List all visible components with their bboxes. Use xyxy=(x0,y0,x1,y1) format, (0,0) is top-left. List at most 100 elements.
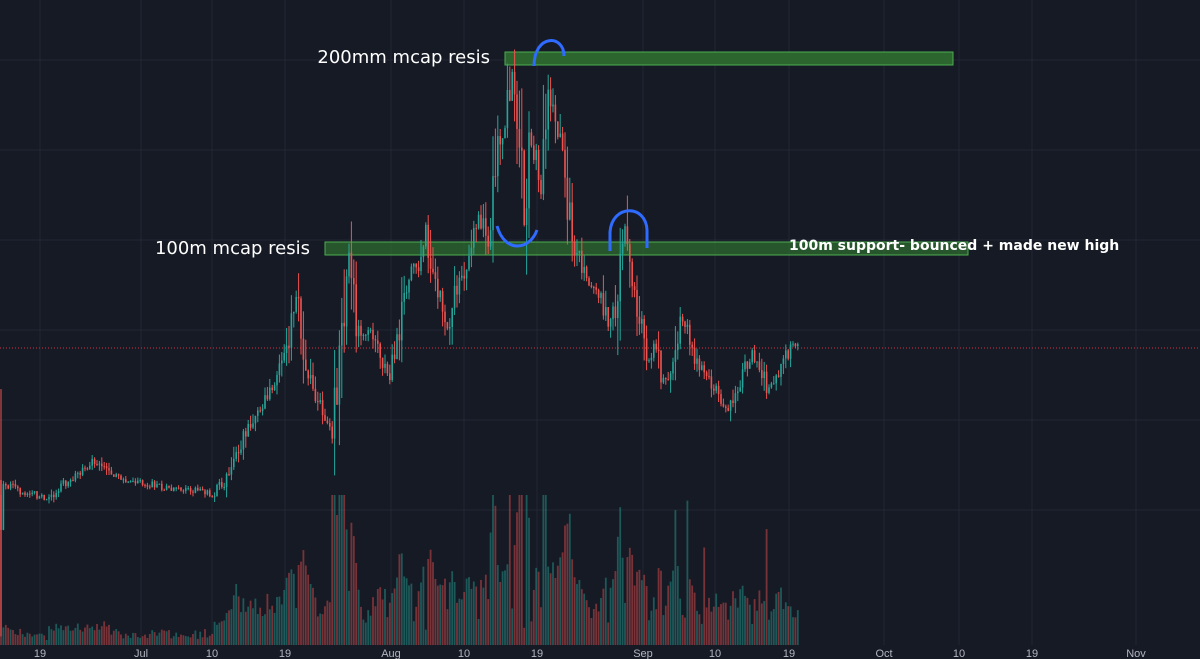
volume-bar xyxy=(763,601,766,645)
x-tick-label: 10 xyxy=(206,648,218,659)
volume-bar xyxy=(499,581,502,645)
volume-bar xyxy=(345,529,348,645)
candle-body xyxy=(655,343,657,350)
volume-bar xyxy=(9,629,12,645)
candle-body xyxy=(319,400,321,403)
volume-bar xyxy=(492,495,494,645)
candle-body xyxy=(499,136,501,145)
candle-body xyxy=(674,350,677,362)
volume-bar xyxy=(564,525,566,645)
volume-bar xyxy=(352,536,355,645)
candle-body xyxy=(633,286,636,290)
candle-body xyxy=(542,139,545,195)
candle-body xyxy=(173,487,175,491)
volume-bar xyxy=(643,574,646,645)
volume-bar xyxy=(472,581,475,645)
volume-bar xyxy=(648,620,650,645)
candle-body xyxy=(206,490,209,495)
volume-bar xyxy=(542,495,545,645)
volume-bar xyxy=(261,616,264,645)
candle-body xyxy=(758,361,761,370)
volume-bar xyxy=(304,565,307,645)
volume-bar xyxy=(427,559,430,645)
candle-body xyxy=(691,344,693,348)
volume-bar xyxy=(734,598,737,645)
volume-bar xyxy=(328,602,331,645)
volume-bar xyxy=(276,596,278,645)
x-tick-label: 19 xyxy=(34,648,46,659)
candle-body xyxy=(101,463,103,467)
volume-bar xyxy=(108,624,110,645)
volume-bar xyxy=(422,566,425,645)
candle-body xyxy=(187,488,189,490)
volume-bar xyxy=(278,596,281,645)
volume-bar xyxy=(259,607,262,645)
candle-body xyxy=(237,452,240,454)
volume-bar xyxy=(194,630,197,645)
candle-body xyxy=(276,374,278,386)
volume-bar xyxy=(182,635,185,645)
volume-bar xyxy=(432,562,434,645)
candle-body xyxy=(48,497,50,500)
volume-bar xyxy=(784,602,787,645)
volume-bar xyxy=(410,583,413,645)
volume-bar xyxy=(336,515,338,645)
candle-body xyxy=(353,278,355,285)
volume-bar xyxy=(674,510,677,645)
candle-body xyxy=(650,357,653,361)
candle-body xyxy=(180,487,182,491)
volume-bar xyxy=(326,600,329,645)
candle-body xyxy=(797,344,799,347)
x-tick-label: 19 xyxy=(279,648,291,659)
volume-bar xyxy=(360,606,362,645)
candle-body xyxy=(722,403,725,407)
candle-body xyxy=(470,247,473,256)
volume-bar xyxy=(583,593,586,645)
candle-body xyxy=(329,422,331,427)
candle-body xyxy=(710,376,713,389)
candle-body xyxy=(523,150,525,226)
volume-bar xyxy=(50,629,53,645)
candle-body xyxy=(789,344,792,359)
candle-body xyxy=(218,482,221,485)
volume-bar xyxy=(417,591,420,645)
volume-bar xyxy=(206,637,209,645)
volume-bar xyxy=(789,606,792,645)
candle-body xyxy=(506,89,509,129)
volume-bar xyxy=(45,639,48,645)
volume-bar xyxy=(98,629,101,645)
volume-bar xyxy=(537,571,540,645)
volume-bar xyxy=(544,495,547,645)
candle-body xyxy=(525,208,528,226)
volume-bar xyxy=(376,589,379,645)
candle-body xyxy=(5,484,7,486)
volume-bar xyxy=(283,589,286,645)
candle-body xyxy=(629,244,631,262)
volume-bar xyxy=(309,584,312,645)
candle-body xyxy=(161,483,163,490)
candle-body xyxy=(341,322,343,346)
volume-bar xyxy=(93,630,96,645)
candle-body xyxy=(787,350,789,359)
volume-bar xyxy=(184,636,187,645)
candle-body xyxy=(31,492,33,494)
volume-bar xyxy=(619,507,622,645)
candle-body xyxy=(403,292,405,302)
volume-bar xyxy=(703,547,706,645)
volume-bar xyxy=(132,632,134,645)
candle-body xyxy=(631,261,633,287)
volume-bar xyxy=(782,609,785,645)
candle-body xyxy=(79,472,81,475)
candle-body xyxy=(393,354,396,360)
candle-body xyxy=(74,473,77,481)
candle-body xyxy=(516,94,518,129)
volume-bar xyxy=(84,627,86,645)
volume-bar xyxy=(566,523,569,645)
volume-bar xyxy=(705,607,708,645)
volume-bar xyxy=(540,607,542,645)
candle-body xyxy=(223,487,225,489)
candle-body xyxy=(410,266,413,280)
volume-bar xyxy=(2,627,5,645)
candle-body xyxy=(17,486,19,489)
